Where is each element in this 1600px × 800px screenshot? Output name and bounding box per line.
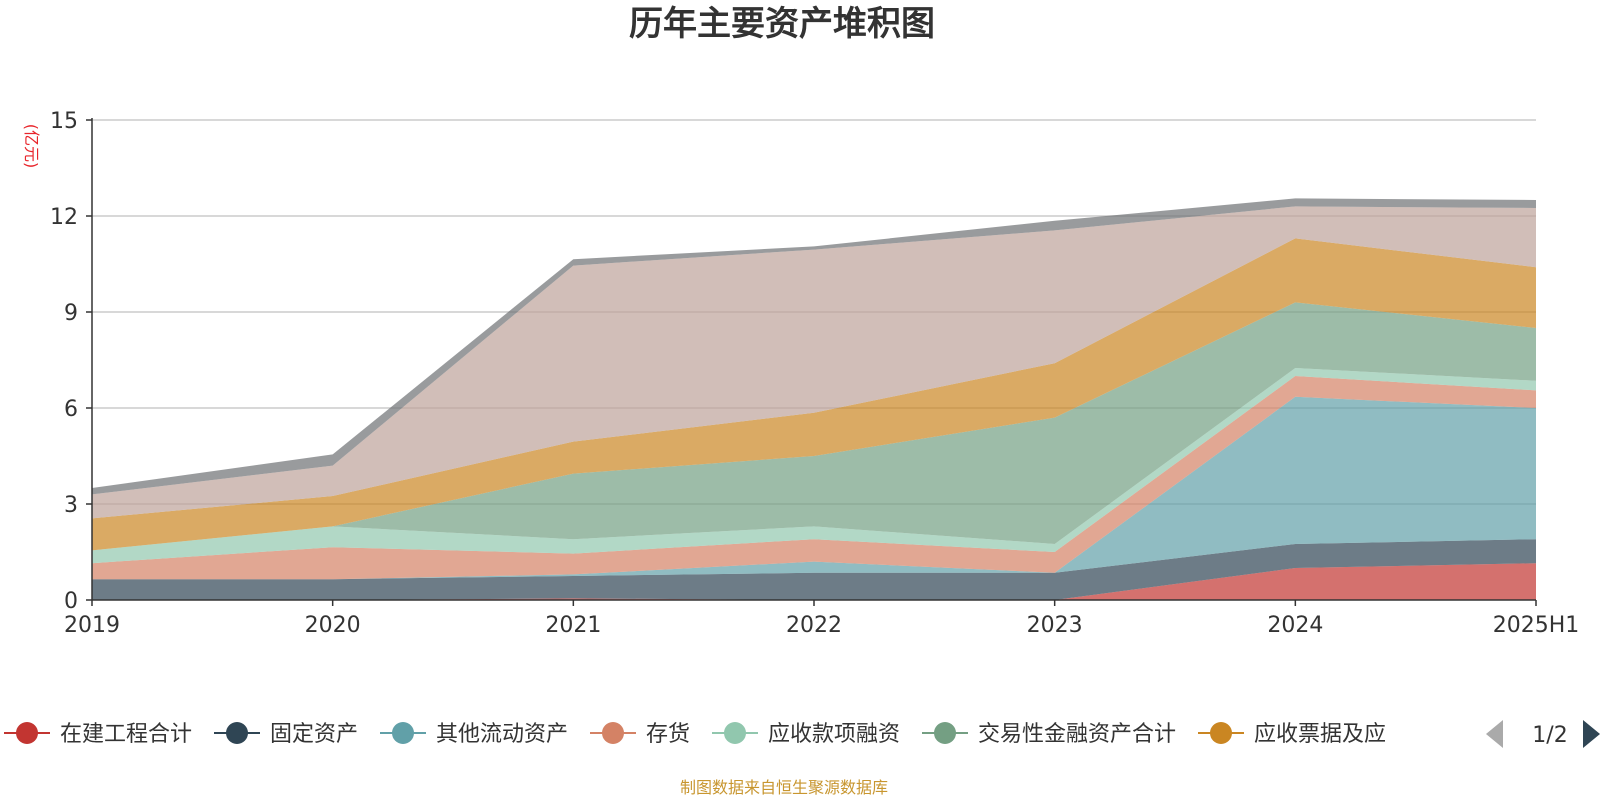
y-tick-label: 15: [50, 109, 78, 134]
legend-label: 固定资产: [270, 722, 358, 747]
legend-item[interactable]: 存货: [590, 722, 690, 747]
legend-marker: [724, 722, 746, 744]
legend-prev-page-icon[interactable]: [1486, 720, 1503, 748]
area-应收票据及应收账款: [92, 238, 1536, 551]
legend-label: 其他流动资产: [436, 722, 568, 747]
x-tick-label: 2023: [1027, 613, 1083, 638]
area-其他流动资产: [92, 396, 1536, 580]
legend-item[interactable]: 其他流动资产: [380, 722, 568, 747]
axes: 0 3 6 9 12 15 2019 2020 2021 2022 2023 2024 2025H1: [50, 109, 1579, 638]
area-货币资金: [92, 206, 1536, 519]
legend-item[interactable]: 应收票据及应: [1198, 722, 1386, 747]
legend-item[interactable]: 在建工程合计: [4, 722, 192, 747]
legend-marker: [1210, 722, 1232, 744]
x-tick-label: 2020: [305, 613, 361, 638]
legend-next-page-icon[interactable]: [1583, 720, 1600, 748]
legend-label: 应收票据及应: [1254, 722, 1386, 747]
legend-page-indicator: 1/2: [1532, 723, 1567, 748]
legend-item[interactable]: 交易性金融资产合计: [922, 722, 1176, 747]
x-tick-label: 2019: [64, 613, 120, 638]
legend-marker: [934, 722, 956, 744]
x-tick-label: 2022: [786, 613, 842, 638]
legend-label: 存货: [646, 722, 690, 747]
chart-title: 历年主要资产堆积图: [629, 4, 935, 44]
legend-marker: [226, 722, 248, 744]
area-存货: [92, 376, 1536, 580]
legend-marker: [392, 722, 414, 744]
legend-marker: [602, 722, 624, 744]
x-tick-label: 2021: [545, 613, 601, 638]
y-tick-label: 3: [64, 493, 78, 518]
area-在建工程合计: [92, 563, 1536, 600]
source-footer: 制图数据来自恒生聚源数据库: [680, 778, 888, 797]
y-tick-label: 12: [50, 205, 78, 230]
legend-label: 交易性金融资产合计: [978, 722, 1176, 747]
area-应收款项融资: [92, 368, 1536, 564]
legend-marker: [16, 722, 38, 744]
y-tick-label: 0: [64, 589, 78, 614]
y-tick-label: 9: [64, 301, 78, 326]
y-axis-unit: (亿元): [22, 124, 41, 169]
x-tick-label: 2024: [1267, 613, 1323, 638]
legend-item[interactable]: 应收款项融资: [712, 722, 900, 747]
legend[interactable]: 在建工程合计 固定资产 其他流动资产 存货 应收款项融资 交易性金融资产合计 应收票据及应 1…: [4, 720, 1600, 748]
legend-label: 应收款项融资: [768, 722, 900, 747]
x-tick-label: 2025H1: [1493, 613, 1580, 638]
area-固定资产: [92, 539, 1536, 600]
legend-item[interactable]: 固定资产: [214, 722, 358, 747]
y-tick-label: 6: [64, 397, 78, 422]
area-交易性金融资产合计: [92, 302, 1536, 551]
area-layers: [92, 198, 1536, 600]
legend-label: 在建工程合计: [60, 722, 192, 747]
